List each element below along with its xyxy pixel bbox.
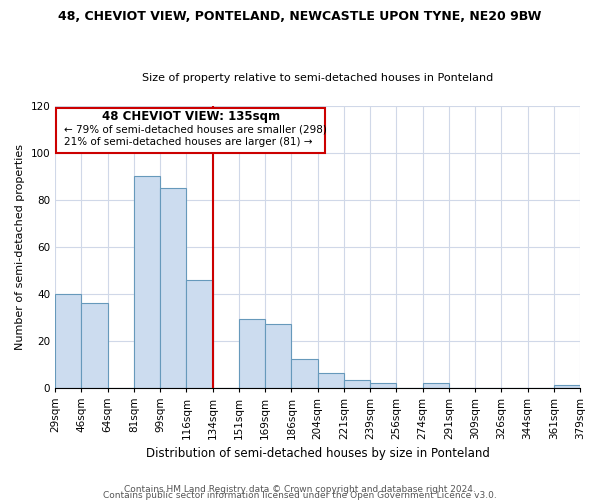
Text: Contains public sector information licensed under the Open Government Licence v3: Contains public sector information licen… (103, 490, 497, 500)
Bar (370, 383, 397, 388)
Bar (422, 383, 449, 388)
Bar (265, 324, 292, 388)
Text: ← 79% of semi-detached houses are smaller (298): ← 79% of semi-detached houses are smalle… (64, 124, 327, 134)
Bar (82, 303, 107, 388)
Text: 48 CHEVIOT VIEW: 135sqm: 48 CHEVIOT VIEW: 135sqm (102, 110, 280, 123)
Bar (292, 360, 317, 388)
Text: Contains HM Land Registry data © Crown copyright and database right 2024.: Contains HM Land Registry data © Crown c… (124, 484, 476, 494)
Title: Size of property relative to semi-detached houses in Ponteland: Size of property relative to semi-detach… (142, 73, 493, 83)
Y-axis label: Number of semi-detached properties: Number of semi-detached properties (15, 144, 25, 350)
Text: 21% of semi-detached houses are larger (81) →: 21% of semi-detached houses are larger (… (64, 138, 313, 147)
Bar (134, 176, 160, 388)
X-axis label: Distribution of semi-detached houses by size in Ponteland: Distribution of semi-detached houses by … (146, 447, 490, 460)
FancyBboxPatch shape (56, 108, 325, 153)
Bar (317, 374, 344, 388)
Bar (554, 385, 580, 388)
Bar (160, 188, 187, 388)
Bar (239, 320, 265, 388)
Text: 48, CHEVIOT VIEW, PONTELAND, NEWCASTLE UPON TYNE, NE20 9BW: 48, CHEVIOT VIEW, PONTELAND, NEWCASTLE U… (58, 10, 542, 23)
Bar (55, 294, 82, 388)
Bar (187, 280, 212, 388)
Bar (344, 380, 370, 388)
